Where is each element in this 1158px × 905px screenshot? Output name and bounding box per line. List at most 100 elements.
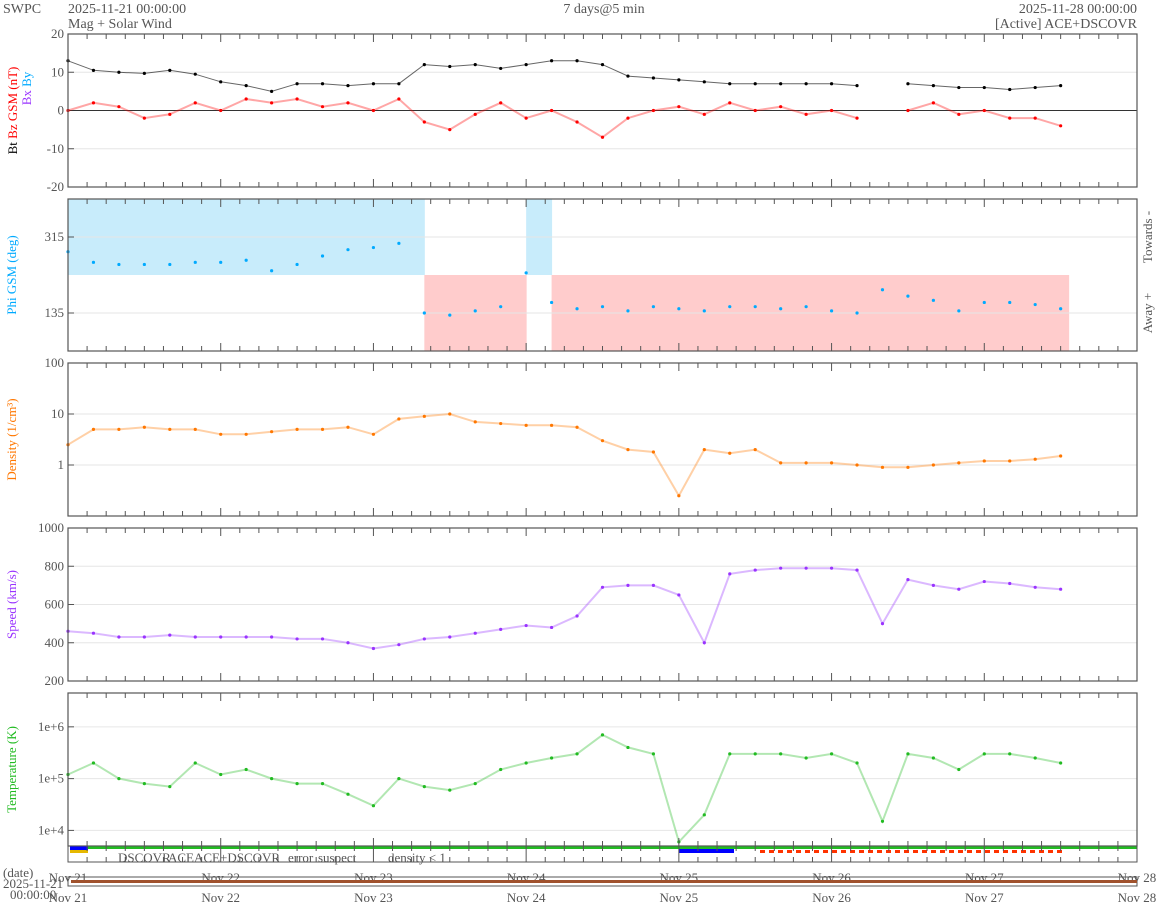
data-point [880, 819, 885, 823]
date-axis-start-time: 00:00:00 [10, 887, 56, 902]
density-flag [823, 850, 828, 853]
data-point [142, 116, 146, 120]
data-point [855, 116, 859, 120]
data-point [779, 461, 783, 465]
data-point [957, 112, 961, 116]
away-label: Away + [1140, 293, 1155, 333]
date-tick-label: Nov 22 [201, 890, 240, 905]
data-point [753, 82, 757, 86]
y-tick-label: 135 [45, 305, 65, 320]
data-point [702, 813, 706, 817]
data-point [168, 68, 172, 72]
data-point [91, 260, 96, 264]
data-point [473, 420, 477, 424]
data-point [600, 305, 605, 309]
density-flag [895, 850, 900, 853]
series-temperature [66, 733, 1063, 844]
y-tick-label: 400 [45, 635, 65, 650]
data-point [779, 752, 783, 756]
data-point [728, 305, 732, 309]
data-point [906, 752, 910, 756]
data-point [473, 309, 477, 313]
y-tick-label: -10 [47, 141, 64, 156]
data-point [702, 80, 706, 84]
density-flag [958, 850, 963, 853]
data-point [397, 643, 401, 647]
data-point [270, 430, 274, 434]
data-point [142, 71, 146, 75]
data-point [575, 614, 579, 618]
source-legend-suspect: suspect [318, 850, 357, 865]
data-point [1059, 454, 1063, 458]
y-tick-label: 100 [45, 355, 65, 370]
y-tick-label: 1e+5 [38, 771, 64, 786]
data-point [702, 309, 706, 313]
data-point [499, 421, 503, 426]
y-tick-label: 315 [45, 229, 65, 244]
density-flag [877, 850, 882, 853]
density-flag [805, 850, 810, 853]
data-point [651, 583, 656, 587]
y-axis-label: Speed (km/s) [4, 570, 19, 639]
density-flag [886, 850, 891, 853]
density-flag [859, 850, 864, 853]
bz-label: Bz GSM (nT) [5, 67, 20, 139]
data-point [982, 300, 986, 305]
data-point [651, 450, 656, 454]
density-flag [832, 850, 837, 853]
data-point [193, 761, 197, 765]
data-point [600, 733, 605, 737]
data-point [117, 777, 121, 781]
density-flag [1030, 850, 1035, 853]
data-point [804, 82, 808, 86]
date-tick-label: Nov 24 [507, 890, 546, 905]
data-point [829, 309, 834, 313]
data-point [397, 777, 401, 781]
data-point [626, 309, 630, 313]
y-tick-label: 200 [45, 673, 65, 688]
chart-title: Mag + Solar Wind [68, 17, 172, 32]
data-point [753, 448, 757, 452]
data-point [1008, 116, 1012, 120]
panel-density: 1 10 100 Density (1/cm³) [4, 355, 1138, 517]
data-point [91, 427, 96, 431]
data-point [804, 756, 808, 760]
data-point [524, 116, 528, 120]
data-point [779, 566, 783, 570]
density-flag [787, 850, 792, 853]
panel-temperature: 1e+4 1e+5 1e+6 Temperature (K) [4, 692, 1138, 847]
data-point [855, 84, 859, 88]
data-point [346, 425, 350, 429]
data-point [829, 752, 834, 756]
data-point [91, 631, 96, 635]
data-point [957, 461, 961, 465]
series-density [66, 412, 1063, 498]
density-flag [1048, 850, 1053, 853]
data-point [1059, 761, 1063, 765]
y-axis-sublabel: Bx By [19, 71, 34, 105]
data-point [346, 641, 350, 645]
data-point [1059, 124, 1063, 128]
data-point [600, 585, 605, 589]
data-point [702, 112, 706, 116]
data-point [1008, 459, 1012, 463]
data-point [855, 568, 859, 572]
data-point [931, 583, 935, 587]
date-axis-start-date: 2025-11-21 [3, 876, 63, 891]
data-point [371, 245, 376, 250]
data-point [397, 241, 401, 245]
data-point [295, 97, 299, 101]
data-point [168, 785, 172, 789]
data-point [626, 74, 630, 78]
suspect-flag [70, 850, 88, 853]
data-point [270, 635, 274, 639]
data-point [702, 641, 706, 645]
panel-speed: 200 400 600 800 1000 Speed (km/s) [4, 520, 1138, 688]
data-point [651, 76, 656, 80]
data-point [804, 461, 808, 465]
y-tick-label: 800 [45, 558, 65, 573]
data-point [575, 752, 579, 756]
data-point [829, 108, 834, 113]
data-point [91, 68, 96, 72]
data-point [295, 427, 299, 431]
